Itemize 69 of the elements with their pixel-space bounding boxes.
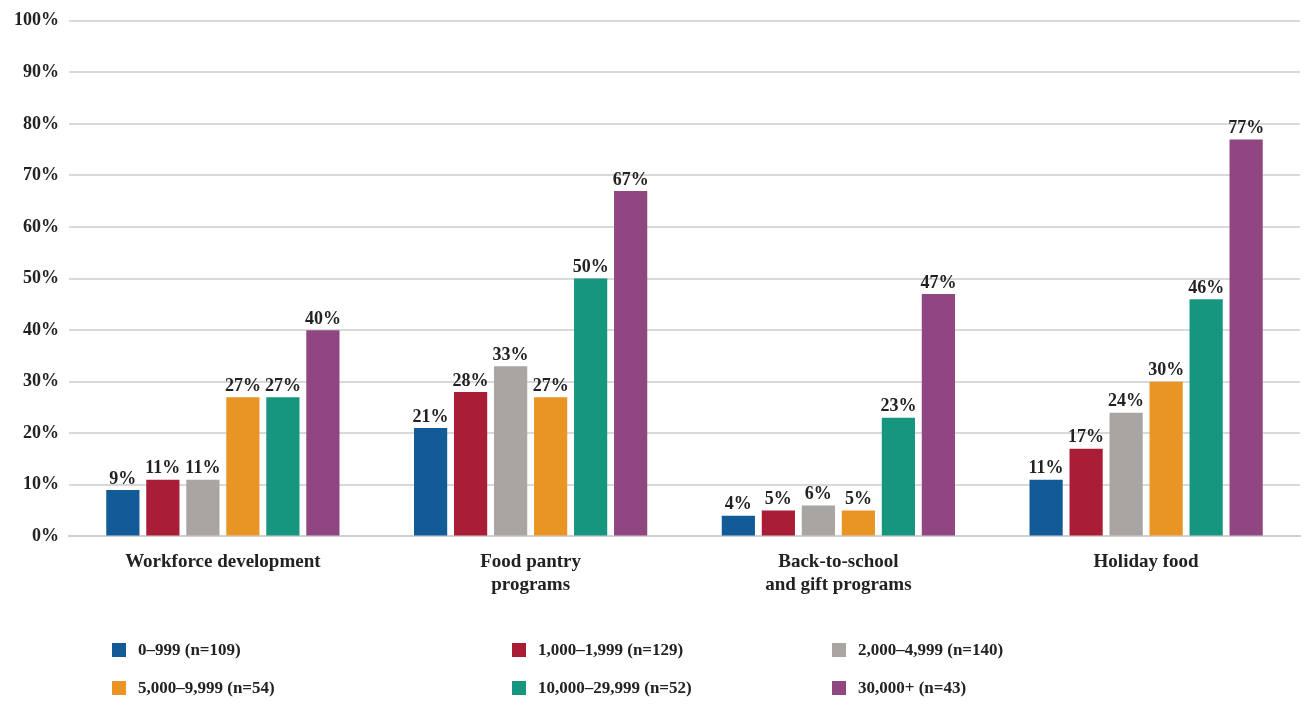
bar bbox=[534, 397, 568, 536]
bar bbox=[761, 510, 795, 536]
bar bbox=[454, 392, 488, 536]
bar bbox=[414, 428, 448, 536]
bar bbox=[1189, 299, 1223, 536]
bar bbox=[1229, 139, 1263, 536]
data-label: 17% bbox=[1068, 426, 1105, 447]
y-tick-label: 80% bbox=[23, 112, 59, 133]
data-label: 33% bbox=[492, 343, 529, 364]
y-tick-label: 90% bbox=[23, 61, 59, 82]
y-tick-label: 20% bbox=[23, 421, 59, 442]
data-label: 6% bbox=[804, 483, 832, 504]
bar bbox=[721, 515, 755, 536]
data-label: 47% bbox=[920, 271, 957, 292]
y-tick-label: 10% bbox=[23, 473, 59, 494]
legend-label: 1,000–1,999 (n=129) bbox=[538, 640, 684, 660]
data-label: 5% bbox=[844, 488, 872, 509]
bar bbox=[801, 505, 835, 536]
data-label: 23% bbox=[880, 395, 917, 416]
data-label: 27% bbox=[532, 374, 569, 395]
bar bbox=[1029, 479, 1063, 536]
legend-label: 0–999 (n=109) bbox=[138, 640, 241, 660]
data-label: 5% bbox=[764, 488, 792, 509]
bar bbox=[186, 479, 220, 536]
x-tick-label: Holiday food bbox=[1093, 549, 1200, 571]
bar bbox=[146, 479, 180, 536]
data-label: 77% bbox=[1228, 117, 1265, 138]
x-tick-label: Back-to-school and gift programs bbox=[765, 549, 912, 594]
data-label: 27% bbox=[264, 374, 301, 395]
data-label: 28% bbox=[452, 369, 489, 390]
bar bbox=[226, 397, 260, 536]
y-tick-label: 30% bbox=[23, 370, 59, 391]
y-tick-label: 50% bbox=[23, 267, 59, 288]
legend-label: 10,000–29,999 (n=52) bbox=[538, 678, 692, 698]
data-label: 24% bbox=[1108, 390, 1145, 411]
data-label: 11% bbox=[185, 457, 221, 478]
data-label: 4% bbox=[724, 493, 752, 514]
x-tick-label: Food pantry programs bbox=[480, 549, 582, 594]
bar bbox=[106, 490, 140, 536]
data-label: 40% bbox=[304, 307, 341, 328]
bar bbox=[921, 294, 955, 536]
bar bbox=[266, 397, 300, 536]
data-label: 67% bbox=[612, 168, 649, 189]
x-tick-label: Workforce development bbox=[125, 549, 322, 571]
legend-label: 2,000–4,999 (n=140) bbox=[858, 640, 1004, 660]
data-label: 11% bbox=[145, 457, 181, 478]
data-label: 27% bbox=[224, 374, 261, 395]
y-tick-label: 70% bbox=[23, 164, 59, 185]
bar bbox=[614, 190, 648, 536]
data-label: 9% bbox=[109, 467, 137, 488]
data-label: 30% bbox=[1148, 359, 1185, 380]
legend-label: 5,000–9,999 (n=54) bbox=[138, 678, 275, 698]
bar bbox=[881, 417, 915, 536]
bar bbox=[841, 510, 875, 536]
bar bbox=[494, 366, 528, 536]
data-label: 46% bbox=[1188, 276, 1225, 297]
bar bbox=[306, 330, 340, 536]
bar bbox=[1069, 448, 1103, 536]
y-tick-label: 0% bbox=[32, 525, 59, 546]
bar bbox=[1149, 381, 1183, 536]
y-tick-label: 100% bbox=[14, 9, 59, 30]
bar bbox=[1109, 412, 1143, 536]
bar bbox=[574, 278, 608, 536]
legend-label: 30,000+ (n=43) bbox=[858, 678, 967, 698]
data-label: 50% bbox=[572, 256, 609, 277]
data-label: 21% bbox=[412, 405, 449, 426]
y-tick-label: 60% bbox=[23, 215, 59, 236]
y-tick-label: 40% bbox=[23, 318, 59, 339]
data-label: 11% bbox=[1028, 457, 1064, 478]
